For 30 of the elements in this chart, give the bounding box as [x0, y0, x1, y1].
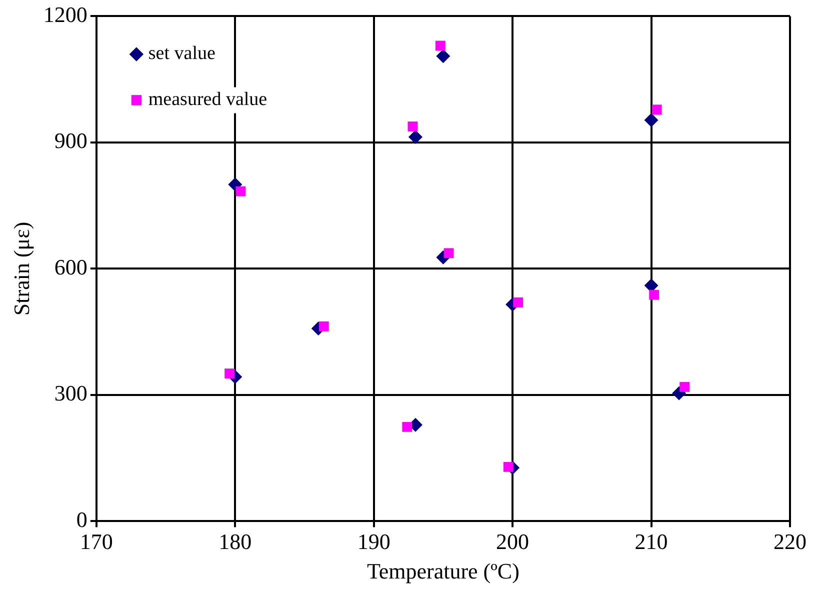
point — [513, 297, 524, 308]
y-tick-label: 0 — [76, 506, 88, 532]
legend-label: set value — [148, 43, 216, 64]
x-tick-label: 180 — [218, 529, 252, 554]
point — [444, 248, 454, 258]
y-tick-label: 900 — [54, 128, 88, 154]
point — [649, 290, 660, 300]
point — [224, 368, 235, 378]
point — [436, 49, 450, 64]
point — [435, 40, 446, 51]
point — [408, 122, 418, 132]
y-tick-label: 1200 — [43, 2, 88, 27]
point — [318, 321, 329, 332]
x-tick-label: 170 — [80, 529, 113, 554]
point — [680, 382, 690, 392]
y-tick-label: 600 — [54, 254, 88, 280]
y-tick-label: 300 — [54, 380, 88, 406]
point — [652, 104, 662, 115]
x-tick-label: 190 — [357, 529, 390, 554]
point — [644, 113, 658, 128]
point — [236, 186, 246, 196]
y-axis-title: Strain (με) — [8, 222, 34, 316]
x-tick-label: 210 — [634, 529, 668, 554]
x-axis-title: Temperature (ºC) — [366, 558, 520, 584]
point — [402, 422, 412, 432]
x-tick-label: 200 — [496, 529, 530, 554]
point — [408, 130, 422, 144]
x-tick-label: 220 — [774, 529, 806, 554]
point — [503, 462, 514, 472]
legend-label: measured value — [148, 89, 268, 110]
